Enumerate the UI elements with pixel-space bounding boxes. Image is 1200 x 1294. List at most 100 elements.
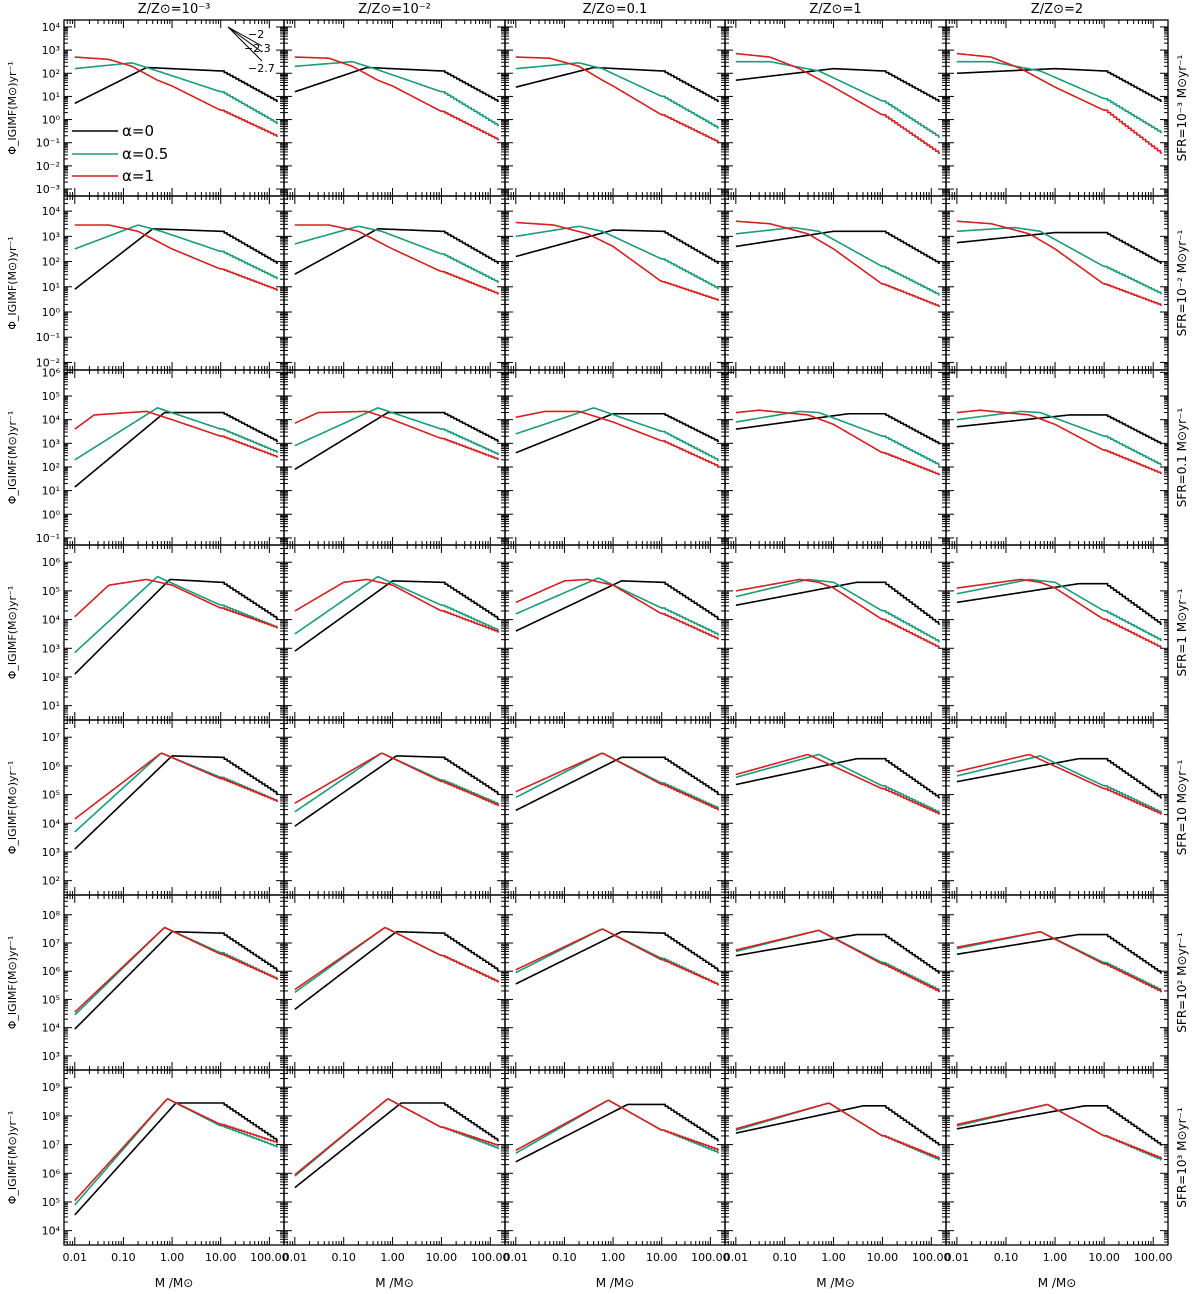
y-tick-label: 10⁰: [42, 306, 61, 319]
y-tick-label: 10⁻²: [36, 356, 60, 369]
panel-frame: [724, 369, 947, 546]
y-tick-label: 10⁵: [42, 585, 60, 598]
y-axis-label-0: Φ_IGIMF(M⊙)yr⁻¹: [6, 61, 19, 155]
panel-frame: [504, 195, 726, 371]
slope-line-1: [227, 26, 263, 53]
y-axis-label-5: Φ_IGIMF(M⊙)yr⁻¹: [6, 936, 19, 1030]
series-line-a0: [735, 581, 940, 625]
series-line-a05: [515, 577, 719, 636]
x-axis-label-1: M /M⊙: [375, 1276, 414, 1290]
y-tick-label: 10¹: [42, 700, 60, 713]
y-axis-label-2: Φ_IGIMF(M⊙)yr⁻¹: [6, 411, 19, 505]
series-line-a1: [735, 52, 940, 154]
legend-label-a05: α=0.5: [122, 145, 168, 163]
series-line-a05: [294, 575, 499, 635]
panel-r1-c0: [63, 195, 285, 371]
series-line-a05: [294, 407, 499, 456]
series-line-a05: [735, 60, 940, 138]
series-line-a1: [735, 409, 940, 476]
panel-frame: [724, 19, 947, 197]
series-line-a1: [74, 56, 278, 137]
series-line-a05: [735, 578, 940, 643]
series-line-a0: [74, 228, 278, 290]
panel-frame: [504, 19, 726, 197]
series-line-a0: [74, 578, 278, 675]
y-tick-label: 10²: [42, 67, 60, 80]
y-axis-label-6: Φ_IGIMF(M⊙)yr⁻¹: [6, 1111, 19, 1205]
series-line-a1: [294, 752, 499, 807]
y-tick-label: 10⁴: [42, 414, 61, 427]
row-label-6: SFR=10³ M⊙yr⁻¹: [1175, 1107, 1189, 1208]
panel-frame: [945, 369, 1169, 546]
series-line-a1: [735, 578, 940, 649]
panel-r2-c2: [504, 369, 726, 546]
row-label-3: SFR=1 M⊙yr⁻¹: [1175, 588, 1189, 676]
y-tick-label: 10¹: [42, 485, 60, 498]
panel-frame: [63, 719, 285, 896]
y-tick-label: 10²: [42, 256, 60, 269]
y-tick-label: 10⁰: [42, 508, 61, 521]
y-tick-label: 10⁴: [42, 21, 61, 34]
series-line-a1: [515, 578, 719, 640]
series-line-a0: [74, 755, 278, 850]
panel-r3-c0: [63, 544, 285, 721]
series-line-a1: [294, 56, 499, 141]
series-line-a05: [74, 575, 278, 654]
series-line-a05: [735, 410, 940, 466]
series-line-a0: [294, 227, 499, 275]
series-line-a1: [956, 578, 1162, 649]
panel-r4-c2: [504, 719, 726, 896]
series-line-a05: [956, 578, 1162, 641]
series-line-a0: [956, 231, 1162, 264]
series-line-a1: [74, 224, 278, 291]
series-line-a0: [735, 412, 940, 445]
y-tick-label: 10³: [42, 642, 60, 655]
y-tick-label: 10¹: [42, 281, 60, 294]
panel-r1-c3: [724, 195, 947, 371]
legend-label-a1: α=1: [122, 167, 154, 185]
series-line-a1: [515, 410, 719, 467]
panel-r2-c3: [724, 369, 947, 546]
y-tick-label: 10⁴: [42, 205, 61, 218]
panel-r4-c1: [283, 719, 506, 896]
panel-frame: [504, 544, 726, 721]
panel-r0-c0: [63, 19, 285, 197]
slope-line-2: [227, 26, 263, 62]
series-line-a0: [515, 66, 719, 103]
panel-r2-c4: [945, 369, 1169, 546]
series-line-a0: [956, 414, 1162, 445]
series-line-a05: [956, 60, 1162, 134]
series-line-a0: [515, 580, 719, 632]
x-axis-labels: M /M⊙ M /M⊙ M /M⊙ M /M⊙ M /M⊙: [155, 1276, 1077, 1290]
series-line-a05: [515, 62, 719, 129]
y-tick-label: 10⁻¹: [36, 331, 60, 344]
series-line-a1: [735, 220, 940, 308]
series-line-a05: [956, 410, 1162, 466]
y-tick-label: 10⁶: [42, 366, 61, 379]
series-line-a05: [735, 226, 940, 296]
row-labels: SFR=10⁻³ M⊙yr⁻¹ SFR=10⁻² M⊙yr⁻¹ SFR=0.1 …: [1175, 54, 1189, 1207]
series-line-a1: [515, 56, 719, 143]
panel-frame: [63, 369, 285, 546]
panel-frame: [724, 719, 947, 896]
slope-label-1: −2.3: [244, 42, 271, 55]
row-label-4: SFR=10 M⊙yr⁻¹: [1175, 760, 1189, 856]
y-tick-label: 10⁻¹: [36, 532, 60, 545]
y-tick-label: 10²: [42, 461, 60, 474]
series-line-a0: [735, 230, 940, 264]
y-tick-label: 10⁻²: [36, 160, 60, 173]
series-line-a0: [294, 411, 499, 471]
y-tick-label: 10³: [42, 230, 60, 243]
legend: α=0 α=0.5 α=1: [72, 122, 168, 185]
slope-line-0: [227, 26, 263, 47]
y-tick-label: 10⁵: [42, 390, 60, 403]
series-line-a0: [515, 756, 719, 812]
x-axis-label-3: M /M⊙: [816, 1276, 855, 1290]
series-line-a1: [956, 409, 1162, 475]
row-label-5: SFR=10² M⊙yr⁻¹: [1175, 932, 1189, 1033]
series-line-a0: [74, 411, 278, 488]
legend-label-a0: α=0: [122, 122, 154, 140]
series-line-a0: [956, 67, 1162, 103]
series-line-a05: [294, 752, 499, 813]
